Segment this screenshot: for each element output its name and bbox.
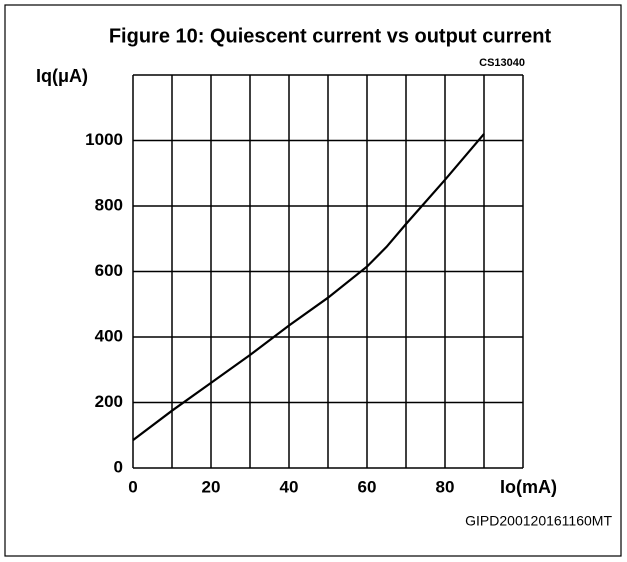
y-axis-label: Iq(μA) xyxy=(36,66,88,86)
line-series xyxy=(132,133,485,442)
frame xyxy=(4,4,622,557)
x-tick-label: 20 xyxy=(202,477,221,496)
y-tick-label: 800 xyxy=(95,195,123,214)
chart-title: Figure 10: Quiescent current vs output c… xyxy=(109,25,552,47)
y-tick-label: 200 xyxy=(95,392,123,411)
x-tick-label: 60 xyxy=(358,477,377,496)
y-tick-label: 400 xyxy=(95,326,123,345)
x-tick-label: 80 xyxy=(436,477,455,496)
x-tick-label: 0 xyxy=(128,477,137,496)
y-tick-label: 1000 xyxy=(85,130,123,149)
figure-code: CS13040 xyxy=(479,57,525,69)
x-axis-label: Io(mA) xyxy=(500,477,557,497)
y-tick-label: 0 xyxy=(114,457,123,476)
x-tick-label: 40 xyxy=(280,477,299,496)
y-tick-label: 600 xyxy=(95,261,123,280)
footer-code: GIPD200120161160MT xyxy=(465,513,612,529)
